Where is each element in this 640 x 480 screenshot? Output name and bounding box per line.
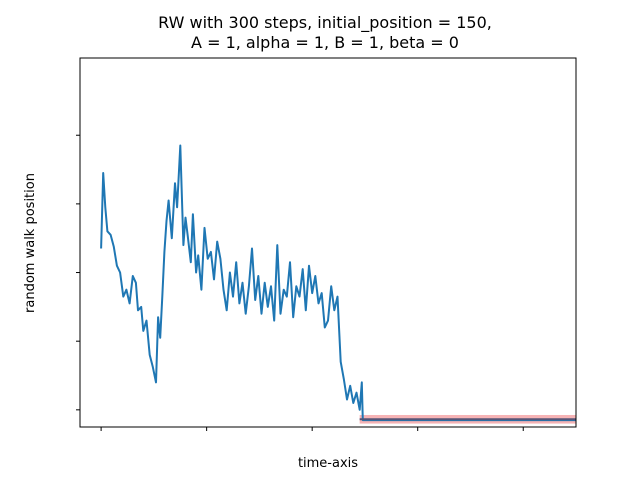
plot-area bbox=[100, 144, 576, 424]
axes-frame bbox=[79, 57, 577, 428]
chart-title-line-1: RW with 300 steps, initial_position = 15… bbox=[158, 13, 492, 33]
y-axis-label: random walk position bbox=[23, 173, 38, 313]
y-axis bbox=[76, 134, 80, 411]
x-axis bbox=[100, 427, 524, 431]
chart-title-line-2: A = 1, alpha = 1, B = 1, beta = 0 bbox=[191, 33, 459, 52]
x-axis-label: time-axis bbox=[298, 456, 358, 471]
series-line-0 bbox=[100, 144, 576, 422]
